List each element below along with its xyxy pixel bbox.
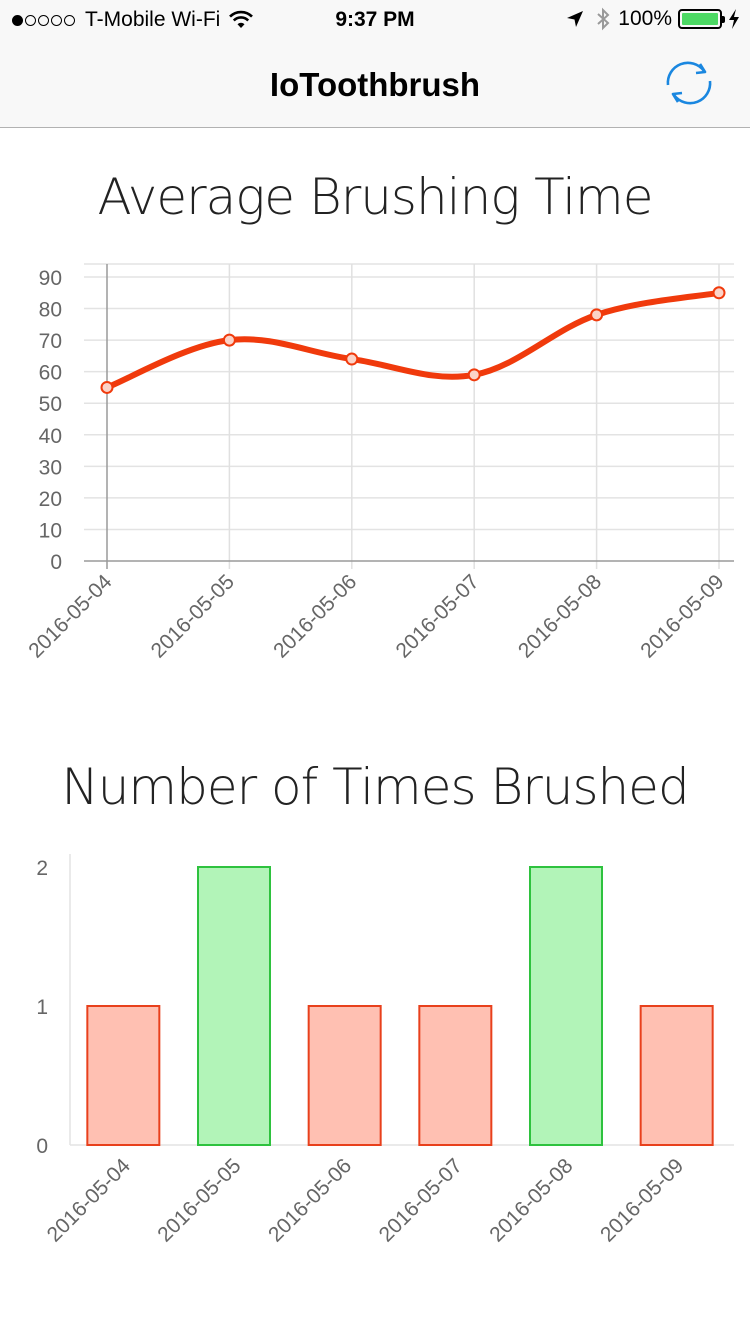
data-point	[712, 286, 726, 300]
x-tick-label: 2016-05-05	[147, 570, 239, 662]
status-time: 9:37 PM	[335, 8, 415, 31]
status-right: 100%	[566, 7, 740, 31]
nav-title: IoToothbrush	[269, 66, 481, 103]
carrier-name: T-Mobile Wi-Fi	[85, 8, 221, 31]
refresh-icon	[666, 61, 712, 105]
brushing-time-title: Average Brushing Time	[97, 168, 653, 226]
wifi-icon	[229, 10, 254, 28]
status-bar: T-Mobile Wi-Fi 9:37 PM 100%	[0, 0, 750, 40]
x-tick-label: 2016-05-04	[43, 1154, 135, 1246]
x-tick-label: 2016-05-09	[596, 1154, 688, 1246]
y-tick-label: 20	[39, 488, 62, 511]
refresh-button[interactable]	[660, 58, 718, 108]
battery-icon	[678, 9, 725, 29]
status-left: T-Mobile Wi-Fi	[12, 8, 254, 32]
data-point	[345, 352, 359, 366]
nav-bar: IoToothbrush	[0, 40, 750, 128]
x-tick-label: 2016-05-06	[269, 570, 361, 662]
y-tick-label: 2	[36, 857, 48, 880]
x-tick-label: 2016-05-08	[485, 1154, 577, 1246]
y-tick-label: 80	[39, 299, 62, 322]
y-tick-label: 70	[39, 330, 62, 353]
location-arrow-icon	[567, 11, 584, 27]
series-line	[104, 289, 722, 391]
y-tick-label: 10	[39, 519, 62, 542]
y-tick-label: 0	[36, 1135, 48, 1158]
y-tick-label: 0	[50, 551, 62, 574]
times-brushed-title: Number of Times Brushed	[61, 758, 689, 816]
data-point	[467, 368, 481, 382]
bar	[307, 1005, 382, 1146]
data-point	[222, 333, 236, 347]
data-point	[590, 308, 604, 322]
data-point	[100, 380, 114, 394]
x-tick-label: 2016-05-07	[392, 570, 484, 662]
bar	[418, 1005, 493, 1146]
bar	[639, 1005, 714, 1146]
x-tick-label: 2016-05-04	[24, 570, 116, 662]
charging-bolt-icon	[729, 9, 739, 29]
y-tick-label: 1	[36, 996, 48, 1019]
brushing-time-chart: 0 10 20 30 40 50 60 70 80 90 2016-05-04 2016-05-05 2…	[24, 263, 734, 662]
x-tick-label: 2016-05-08	[514, 570, 606, 662]
y-tick-label: 50	[39, 393, 62, 416]
y-tick-label: 40	[39, 425, 62, 448]
x-tick-label: 2016-05-09	[636, 570, 728, 662]
y-tick-label: 90	[39, 267, 62, 290]
signal-strength-icon	[12, 14, 77, 26]
battery-percent: 100%	[618, 7, 672, 30]
y-tick-label: 30	[39, 456, 62, 479]
x-tick-label: 2016-05-07	[375, 1154, 467, 1246]
bar	[197, 866, 271, 1146]
bar	[529, 866, 603, 1146]
bluetooth-icon	[597, 7, 610, 31]
y-tick-label: 60	[39, 362, 62, 385]
bar	[86, 1005, 161, 1146]
x-tick-label: 2016-05-05	[153, 1154, 245, 1246]
x-tick-label: 2016-05-06	[264, 1154, 356, 1246]
